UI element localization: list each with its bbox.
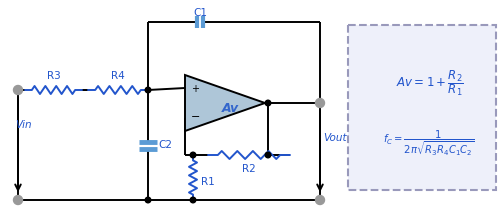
Circle shape — [190, 197, 196, 203]
Circle shape — [145, 197, 151, 203]
Text: Vout: Vout — [323, 133, 347, 143]
Text: C1: C1 — [193, 8, 207, 18]
Text: +: + — [191, 84, 199, 94]
Circle shape — [190, 152, 196, 158]
Polygon shape — [185, 75, 265, 131]
Text: R2: R2 — [242, 164, 256, 174]
Circle shape — [145, 87, 151, 93]
Text: Vin: Vin — [15, 120, 32, 130]
Circle shape — [14, 196, 23, 204]
Circle shape — [265, 100, 271, 106]
Text: −: − — [191, 112, 200, 122]
Text: Av: Av — [221, 102, 238, 114]
Circle shape — [265, 152, 271, 158]
Circle shape — [14, 85, 23, 94]
Text: R4: R4 — [111, 71, 125, 81]
Text: $Av = 1 + \dfrac{R_2}{R_1}$: $Av = 1 + \dfrac{R_2}{R_1}$ — [395, 68, 463, 98]
Text: C2: C2 — [158, 140, 172, 150]
Circle shape — [315, 196, 324, 204]
Text: R3: R3 — [47, 71, 60, 81]
FancyBboxPatch shape — [348, 25, 496, 190]
Text: R1: R1 — [201, 177, 215, 187]
Circle shape — [315, 99, 324, 107]
Text: $f_C = \dfrac{1}{2\pi\sqrt{R_3 R_4 C_1 C_2}}$: $f_C = \dfrac{1}{2\pi\sqrt{R_3 R_4 C_1 C… — [383, 129, 475, 158]
